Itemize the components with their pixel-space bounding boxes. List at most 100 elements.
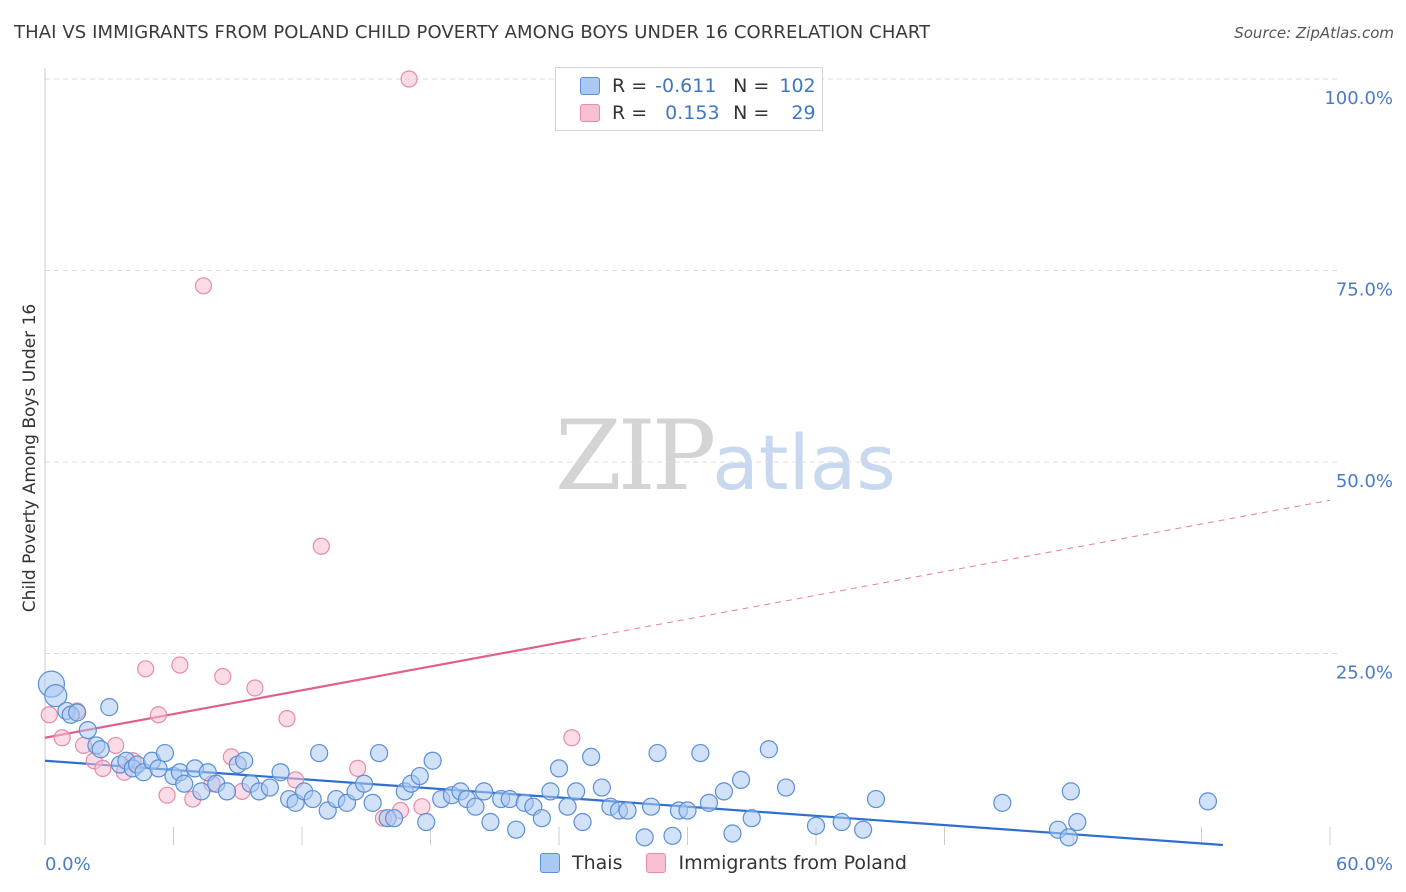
data-point-poland [563, 729, 581, 747]
bottom-legend-swatch-thais [540, 853, 560, 873]
data-point-thais [1061, 782, 1080, 801]
data-point-thais [481, 812, 500, 832]
data-point-poland [312, 537, 330, 555]
data-point-poland [214, 667, 232, 686]
data-point-poland [413, 798, 431, 816]
poland-points [40, 70, 581, 827]
data-point-thais [68, 703, 87, 722]
data-point-poland [40, 706, 58, 724]
data-point-thais [466, 797, 485, 816]
y-tick-label: 25.0% [1336, 663, 1393, 684]
data-point-thais [567, 782, 586, 801]
data-point-thais [44, 684, 68, 708]
data-point-thais [235, 751, 254, 770]
y-tick-label: 75.0% [1336, 280, 1393, 301]
legend-r-label: R = [612, 102, 648, 124]
data-point-thais [1059, 828, 1078, 847]
data-point-thais [582, 747, 601, 767]
bottom-legend-label-thais: Thais [572, 852, 623, 874]
bottom-legend: Thais Immigrants from Poland [540, 852, 931, 874]
data-point-poland [53, 729, 71, 747]
data-point-thais [217, 782, 237, 801]
chart-title: THAI VS IMMIGRANTS FROM POLAND CHILD POV… [14, 22, 931, 43]
legend-n-value: 102 [779, 75, 816, 97]
data-point-thais [806, 816, 826, 835]
y-axis-label: Child Poverty Among Boys Under 16 [20, 304, 40, 612]
source-label: Source: ZipAtlas.com [1234, 24, 1394, 42]
bottom-legend-swatch-poland [646, 853, 667, 873]
data-point-thais [993, 793, 1012, 812]
data-point-poland [349, 759, 367, 778]
data-point-thais [854, 820, 873, 839]
data-point-thais [474, 782, 494, 801]
grid-lines [45, 78, 1340, 654]
data-point-thais [648, 743, 667, 763]
data-point-thais [714, 782, 734, 801]
data-point-thais [91, 740, 110, 759]
data-point-thais [507, 820, 526, 839]
y-tick-label: 50.0% [1336, 471, 1393, 492]
data-point-thais [759, 740, 778, 759]
data-point-thais [691, 743, 710, 763]
data-point-thais [423, 751, 442, 770]
data-point-thais [370, 743, 389, 763]
legend-n-label: N = [733, 102, 770, 124]
data-point-poland [149, 706, 168, 724]
data-point-thais [260, 778, 279, 797]
data-point-thais [592, 778, 611, 797]
data-point-thais [155, 743, 175, 763]
data-point-thais [866, 789, 886, 809]
data-point-thais [500, 789, 519, 809]
data-point-thais [363, 793, 382, 812]
data-point-poland [94, 759, 112, 778]
legend-row-poland: R = 0.153 N = 29 [580, 101, 816, 125]
legend-r-value: 0.153 [665, 102, 720, 124]
bottom-legend-thais: Thais [540, 852, 622, 874]
data-point-thais [149, 759, 168, 778]
data-point-thais [641, 797, 661, 816]
data-point-thais [192, 782, 211, 801]
data-point-thais [410, 766, 429, 786]
data-point-thais [776, 778, 796, 797]
y-tick-label: 100.0% [1324, 88, 1393, 109]
data-point-thais [742, 809, 761, 828]
data-point-thais [731, 770, 751, 789]
x-tick-label: 0.0% [45, 854, 91, 875]
data-point-thais [271, 763, 290, 782]
data-point-poland [107, 736, 125, 755]
data-point-thais [832, 812, 851, 832]
legend-swatch-thais [580, 77, 600, 95]
data-point-thais [573, 812, 592, 832]
data-point-thais [532, 809, 551, 828]
legend-r-label: R = [612, 75, 648, 97]
legend-n-value: 29 [791, 102, 816, 124]
legend-n-label: N = [733, 75, 770, 97]
axes [44, 68, 1331, 845]
trend-lines [44, 499, 1331, 847]
data-point-thais [100, 698, 119, 717]
data-point-poland [194, 277, 213, 295]
data-point-thais [558, 797, 577, 816]
data-point-thais [384, 809, 404, 828]
x-tick-label: 60.0% [1336, 854, 1393, 875]
data-point-thais [699, 793, 719, 812]
bottom-legend-label-poland: Immigrants from Poland [678, 852, 907, 874]
data-point-poland [137, 660, 155, 678]
data-point-poland [278, 710, 296, 728]
trend-line-thais [44, 759, 1223, 847]
data-point-poland [400, 70, 418, 88]
tick-labels: 25.0% 50.0% 75.0% 100.0% 0.0% 60.0% [45, 88, 1393, 875]
data-point-thais [541, 782, 560, 801]
data-point-thais [417, 812, 436, 832]
data-point-thais [549, 759, 569, 778]
data-point-thais [635, 828, 654, 847]
legend-swatch-poland [580, 104, 600, 122]
legend-row-thais: R = -0.611 N = 102 [580, 74, 816, 98]
data-point-thais [663, 826, 682, 845]
data-point-thais [78, 720, 97, 740]
trend-line-poland [44, 637, 581, 739]
data-point-poland [158, 786, 176, 804]
data-point-thais [303, 789, 322, 809]
data-point-thais [355, 774, 374, 793]
legend: R = -0.611 N = 102 R = 0.153 N = 29 [555, 67, 823, 131]
